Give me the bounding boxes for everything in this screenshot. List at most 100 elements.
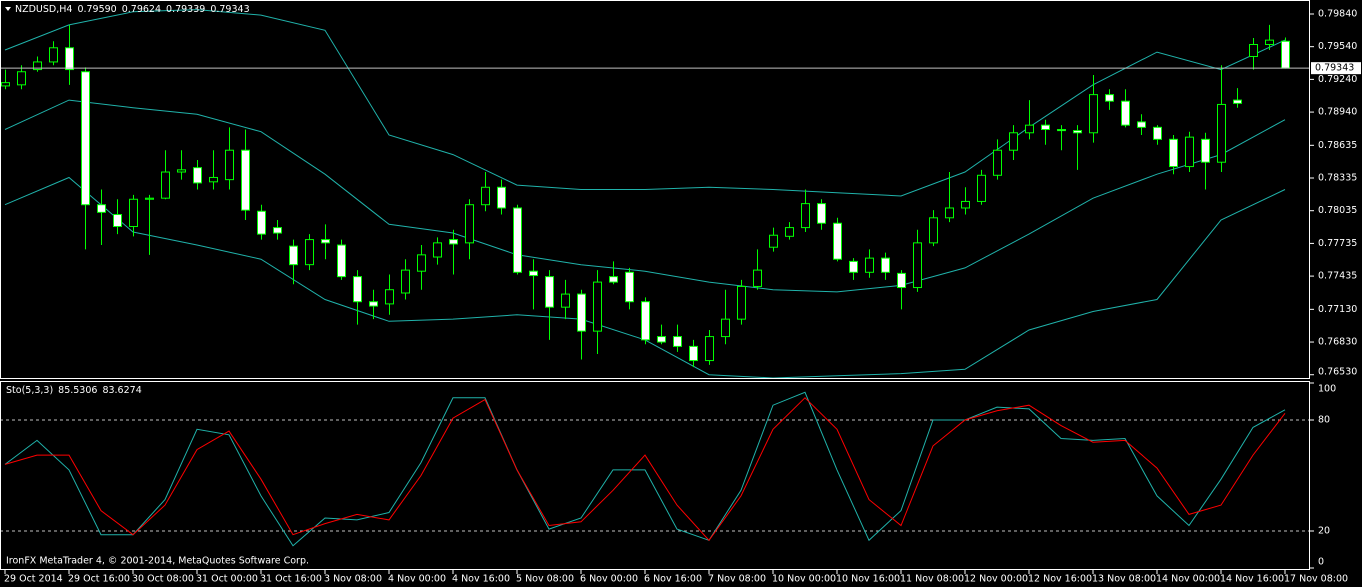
candle-body [1201,138,1210,163]
candle-body [481,186,490,206]
x-tick-label: 12 Nov 00:00 [964,574,1028,585]
x-tick-label: 31 Oct 16:00 [260,574,322,585]
price-label-box [1311,62,1361,75]
y-tick-label: 20 [1318,526,1330,537]
candle-body [641,301,650,341]
series-line [4,397,1286,542]
candle-body [81,71,90,206]
x-tick-label: 13 Nov 08:00 [1092,574,1156,585]
candle-body [593,281,602,332]
x-tick-label: 29 Oct 2014 [4,574,63,585]
price-plot [1,9,1309,378]
y-tick-label: 80 [1318,415,1330,426]
footer: IronFX MetaTrader 4, © 2001-2014, MetaQu… [6,556,309,567]
candle-body [337,244,346,278]
candle-body [353,276,362,303]
series-line [4,391,1286,547]
candle-body [913,242,922,289]
candle-body [977,174,986,202]
x-tick-label: 6 Nov 00:00 [580,574,638,585]
candle-body [1121,100,1130,126]
candle-body [1249,44,1258,57]
candle-body [1137,121,1146,128]
x-tick-label: 30 Oct 08:00 [132,574,194,585]
candle-body [833,222,842,260]
candle-body [1217,103,1226,163]
candle-body [929,217,938,244]
y-tick-label: 0 [1318,557,1324,568]
info-label: 0.79339 [166,4,205,15]
info-label: 83.6274 [102,385,141,396]
candle-body [417,254,426,272]
candle-body [1153,126,1162,140]
indicator-name: Sto(5,3,3) [6,385,53,396]
x-tick-label: 14 Nov 00:00 [1156,574,1220,585]
x-tick-label: 10 Nov 00:00 [772,574,836,585]
candle-body [321,239,330,244]
candle-body [1057,129,1066,132]
candle-body [689,345,698,362]
y-tick-label: 0.77735 [1318,238,1357,249]
candle-body [577,293,586,332]
candle-body [305,239,314,266]
candle-body [129,198,138,228]
candle-body [497,186,506,209]
x-tick-label: 29 Oct 16:00 [68,574,130,585]
candle-body [849,260,858,273]
stochastic-title: Sto(5,3,3) 85.5306 83.6274 [6,385,142,396]
candle-body [753,269,762,287]
y-tick-label: 0.78940 [1318,107,1357,118]
candle-body [1009,132,1018,151]
candle-body [241,149,250,211]
series-line [4,9,1286,197]
axes: 0.79840 0.79540 0.79240 0.78940 0.78635 0.783… [4,8,1361,585]
candle-body [721,318,730,338]
price-panel-frame [0,0,1310,379]
candle-body [737,285,746,320]
x-tick-label: 4 Nov 00:00 [388,574,446,585]
y-tick-label: 0.79240 [1318,74,1357,85]
candle-body [673,336,682,347]
candle-body [49,47,58,63]
candle-body [145,197,154,200]
y-tick-label: 0.79840 [1318,8,1357,19]
info-label: 0.79624 [122,4,161,15]
y-tick-label: 0.79540 [1318,41,1357,52]
candle-body [1105,94,1114,102]
candle-body [1073,130,1082,134]
candle-body [769,234,778,248]
candle-body [17,71,26,86]
candle-body [433,242,442,258]
candle-body [1169,138,1178,168]
x-tick-label: 5 Nov 08:00 [516,574,574,585]
candle-body [609,276,618,283]
candle-body [897,272,906,289]
candle-body [209,176,218,183]
y-tick-label: 0.78335 [1318,173,1357,184]
menu-triangle [5,7,11,11]
candle-body [97,204,106,213]
stochastic-plot [1,391,1309,547]
price-label: 0.79343 [1315,63,1354,74]
candle-body [705,336,714,362]
candle-body [1233,99,1242,104]
y-tick-label: 0.78035 [1318,205,1357,216]
candle-body [193,167,202,184]
y-tick-label: 0.76830 [1318,337,1357,348]
candle-body [961,200,970,209]
y-tick-label: 0.78635 [1318,140,1357,151]
candle-body [657,336,666,343]
info-label: 85.5306 [58,385,97,396]
symbol: NZDUSD,H4 [15,4,72,15]
candle-body [273,227,282,234]
candle-body [513,207,522,273]
stochastic-panel-frame [0,381,1310,570]
y-tick-label: 100 [1318,384,1336,395]
candle-body [161,171,170,199]
x-tick-label: 6 Nov 16:00 [644,574,702,585]
candle-body [257,210,266,235]
series-line [4,99,1286,293]
candle-body [993,149,1002,176]
